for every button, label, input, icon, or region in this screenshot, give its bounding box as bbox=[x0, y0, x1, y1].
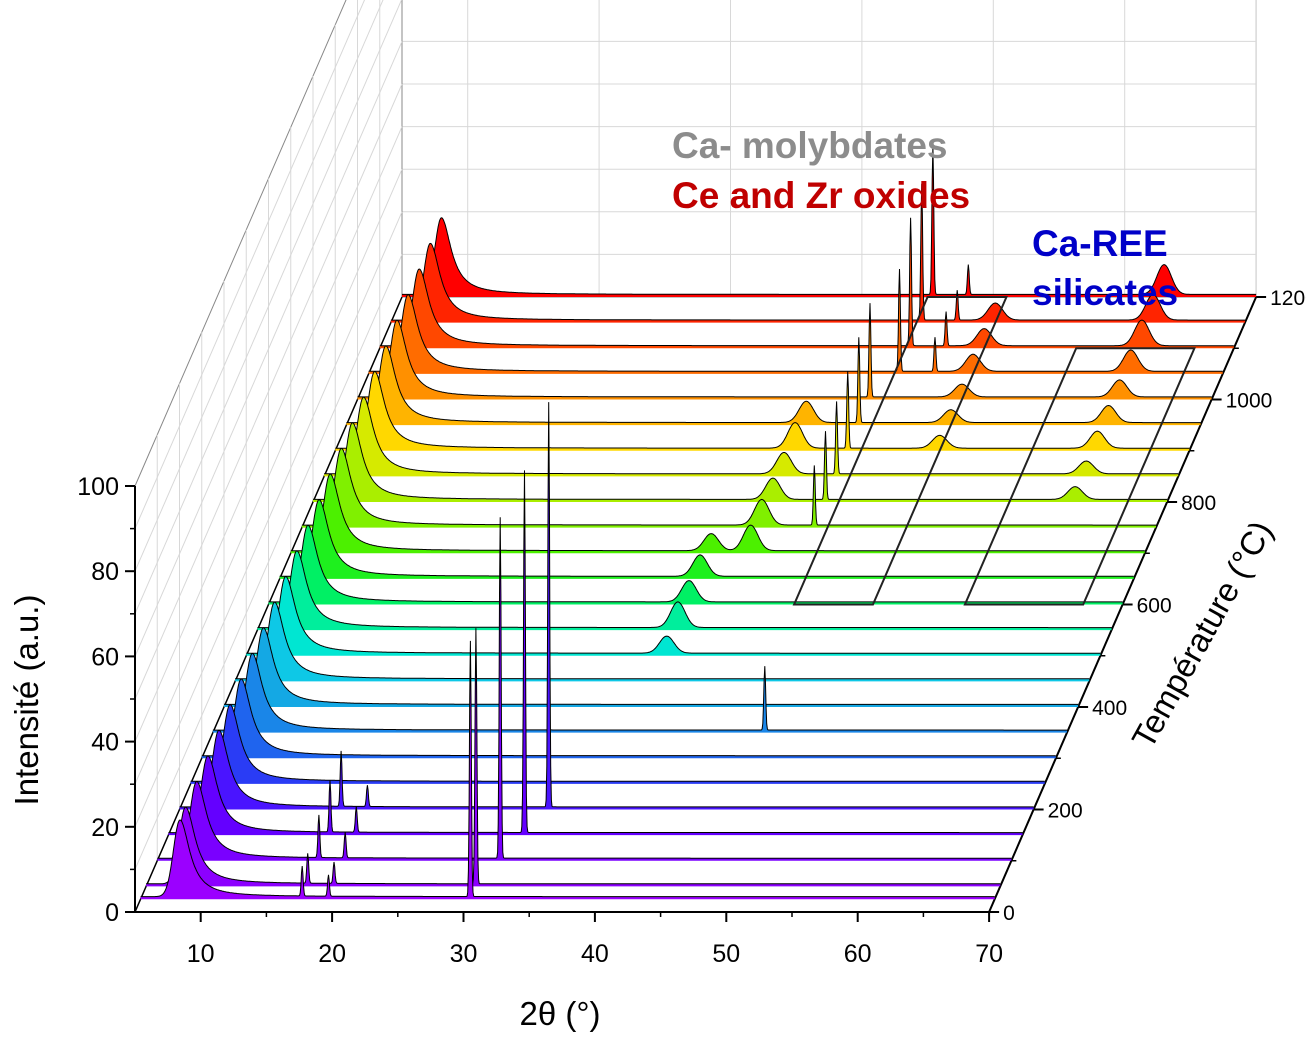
series-fill-1100 bbox=[379, 217, 1234, 349]
series-line-200 bbox=[179, 402, 1034, 808]
x-tick-label: 20 bbox=[318, 940, 346, 968]
x-tick-label: 10 bbox=[187, 940, 215, 968]
series-line-900 bbox=[335, 370, 1190, 449]
y-tick-label: 0 bbox=[105, 899, 119, 927]
highlight-box-1 bbox=[963, 347, 1196, 606]
series-line-100 bbox=[157, 517, 1012, 859]
series-line-800 bbox=[313, 422, 1168, 500]
series-line-550 bbox=[257, 550, 1112, 629]
series-fill-300 bbox=[201, 679, 1056, 759]
series-line-600 bbox=[268, 524, 1123, 603]
series-line-25 bbox=[140, 640, 995, 898]
annotation-ca-molybdates: Ca- molybdates bbox=[672, 125, 948, 166]
series-line-450 bbox=[235, 601, 1090, 680]
highlight-box-0 bbox=[792, 296, 1008, 606]
x-tick-label: 50 bbox=[712, 940, 740, 968]
series-line-300 bbox=[201, 678, 1056, 757]
series-group bbox=[140, 145, 1257, 900]
series-line-1150 bbox=[390, 183, 1245, 321]
series-line-350 bbox=[212, 652, 1067, 731]
series-fill-250 bbox=[190, 704, 1045, 784]
series-line-1000 bbox=[357, 303, 1212, 398]
series-fill-1050 bbox=[368, 269, 1223, 374]
series-fill-400 bbox=[224, 627, 1079, 707]
x-tick-label: 60 bbox=[844, 940, 872, 968]
x-tick-label: 70 bbox=[975, 940, 1003, 968]
series-line-400 bbox=[224, 627, 1079, 705]
z-tick-label: 600 bbox=[1137, 595, 1172, 618]
series-line-1100 bbox=[379, 217, 1234, 347]
series-fill-950 bbox=[346, 337, 1201, 426]
z-tick-label: 1000 bbox=[1226, 390, 1273, 413]
series-line-850 bbox=[324, 396, 1179, 475]
y-tick-label: 80 bbox=[91, 558, 119, 586]
x-axis-label: 2θ (°) bbox=[519, 995, 600, 1032]
y-tick-label: 100 bbox=[77, 473, 119, 501]
z-tick-label: 1200 bbox=[1270, 287, 1306, 310]
series-line-150 bbox=[168, 470, 1023, 834]
series-line-700 bbox=[290, 473, 1145, 552]
series-fill-1150 bbox=[390, 183, 1245, 323]
series-line-650 bbox=[279, 499, 1134, 577]
series-fill-550 bbox=[257, 550, 1112, 631]
series-fill-1000 bbox=[357, 303, 1212, 400]
z-axis-label: Température (°C) bbox=[1124, 515, 1279, 755]
annotation-ca-ree: Ca-REE bbox=[1032, 223, 1168, 264]
series-fill-800 bbox=[313, 422, 1168, 502]
series-fill-1200 bbox=[402, 145, 1257, 297]
series-fill-350 bbox=[212, 653, 1067, 733]
series-fill-850 bbox=[324, 397, 1179, 477]
series-line-950 bbox=[346, 337, 1201, 424]
z-tick-label: 200 bbox=[1048, 800, 1083, 823]
highlight-boxes bbox=[792, 296, 1196, 606]
series-line-50 bbox=[146, 628, 1001, 885]
annotation-silicates: silicates bbox=[1032, 272, 1178, 313]
series-line-1050 bbox=[368, 268, 1223, 372]
z-tick-label: 400 bbox=[1092, 697, 1127, 720]
y-tick-label: 60 bbox=[91, 643, 119, 671]
x-tick-label: 30 bbox=[450, 940, 478, 968]
y-tick-label: 40 bbox=[91, 729, 119, 757]
series-fill-900 bbox=[335, 371, 1190, 451]
z-tick-label: 800 bbox=[1181, 492, 1216, 515]
z-tick-label: 0 bbox=[1003, 902, 1015, 925]
series-line-250 bbox=[190, 704, 1045, 782]
y-axis-label: Intensité (a.u.) bbox=[8, 595, 45, 806]
y-tick-label: 20 bbox=[91, 814, 119, 842]
series-line-500 bbox=[246, 575, 1101, 654]
series-line-1200 bbox=[402, 145, 1257, 295]
x-tick-label: 40 bbox=[581, 940, 609, 968]
series-line-750 bbox=[301, 447, 1156, 526]
annotation-ce-zr-oxides: Ce and Zr oxides bbox=[672, 175, 970, 216]
